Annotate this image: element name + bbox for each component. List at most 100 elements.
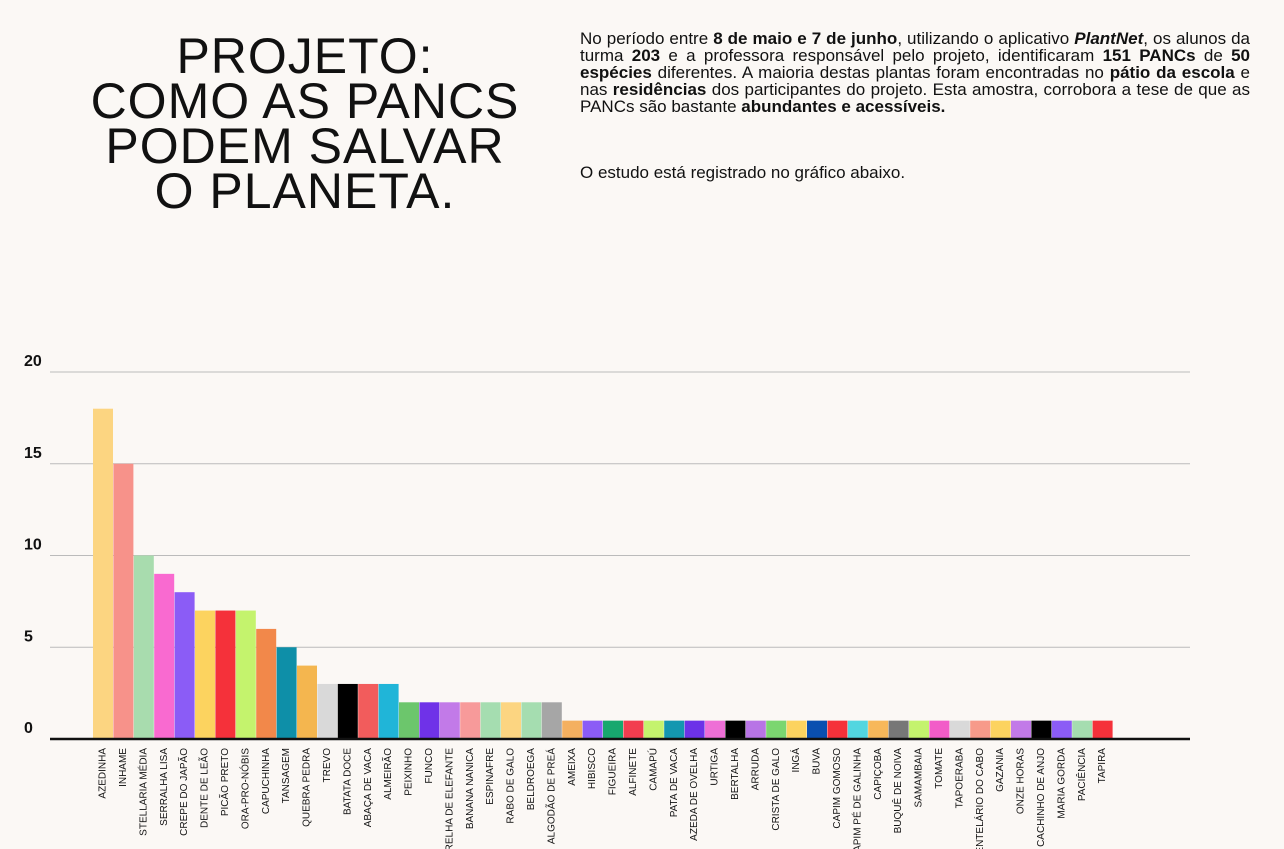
x-tick-label: CAPIÇOBA [873,748,884,800]
x-tick-label: ALGODÃO DE PREÁ [544,748,557,844]
x-tick-label: FUNCO [424,748,435,784]
x-tick-label: CAPIM GOMOSO [832,748,843,829]
bar [154,573,175,739]
x-tick-label: QUEBRA PEDRA [302,748,313,827]
bar [399,702,419,739]
bar [358,683,379,739]
bar [970,720,991,739]
text-segment: e a professora responsável pelo projeto,… [660,46,1103,65]
y-tick-label: 10 [24,537,42,554]
bar [929,720,950,739]
x-tick-label: RABO DE GALO [506,748,517,824]
text-segment: abundantes e acessíveis. [741,97,946,116]
title-line: PROJETO: [176,28,434,84]
text-segment: , os alunos da turma [580,29,1250,65]
bar [603,720,623,739]
bar [1031,720,1052,739]
text-segment: 203 [631,46,661,65]
x-tick-label: HIBISCO [587,748,598,789]
bar [256,628,277,739]
y-tick-label: 20 [24,353,42,370]
text-segment: 50 espécies [580,46,1250,82]
x-tick-label: ORELHA DE ELEFANTE [444,748,455,849]
x-tick-label: PACIÊNCIA [1075,748,1088,801]
bar [705,720,725,739]
x-tick-label: SAMAMBAIA [914,748,925,808]
y-tick-label: 5 [24,628,33,645]
description: No período entre 8 de maio e 7 de junho,… [580,30,1250,115]
x-tick-label: DENTE DE LEÃO [198,748,211,828]
text-segment: pátio da escola [1109,63,1235,82]
bar [439,702,460,739]
bar [521,702,542,739]
bar [888,720,909,739]
x-tick-label: AMEIXA [567,748,578,786]
y-tick-label: 15 [24,445,42,462]
bar [93,408,113,739]
x-tick-label: TAPIRA [1097,748,1108,784]
x-tick-label: TANSAGEM [281,748,292,803]
bar [868,720,889,739]
x-tick-label: CAPUCHINHA [261,748,272,814]
x-tick-label: GAZANIA [995,748,1006,792]
text-segment: PlantNet [1074,29,1144,48]
x-tick-label: AZEDA DE OVELHA [689,748,700,841]
title: PROJETO: COMO AS PANCS PODEM SALVAR O PLANE… [40,28,570,216]
bar [664,720,685,739]
bar [215,610,236,739]
x-tick-label: URTIGA [710,748,721,786]
x-tick-label: FIGUEIRA [608,748,619,796]
bar [460,702,481,739]
bar [623,720,644,739]
text-segment: diferentes. A maioria destas plantas for… [651,63,1110,82]
x-tick-label: SERRALHA LISA [159,748,170,826]
bar [643,720,664,739]
x-tick-label: BERTALHA [730,748,741,800]
bar [113,463,134,739]
x-tick-label: TAPOERABA [954,748,965,809]
bar [1051,720,1072,739]
x-tick-label: INGÁ [789,748,802,773]
bar [1072,720,1093,739]
x-tick-label: PEIXINHO [404,748,415,796]
x-tick-label: INHAME [118,748,129,787]
bar [582,720,603,739]
bar [174,592,195,739]
text-segment: de [1195,46,1232,65]
x-tick-label: PICÃO PRETO [218,748,231,816]
x-tick-label: BANANA NANICA [465,748,476,829]
bar [419,702,440,739]
text-segment: dos participantes do projeto. Esta amost… [580,80,1250,116]
x-tick-label: ALMEIRÃO [381,748,394,800]
x-tick-label: TOMATE [934,748,945,789]
x-tick-label: BUQUÊ DE NOIVA [891,748,904,834]
bar [133,555,154,739]
bar [276,647,297,739]
x-tick-label: CAMAPÚ [646,748,659,791]
x-tick-label: CAPIM PÉ DE GALINHA [850,748,863,849]
text-segment: 8 de maio e 7 de junho [713,29,898,48]
x-tick-label: AZEDINHA [98,748,109,799]
x-tick-label: ESPINAFRE [485,748,496,805]
bar [990,720,1011,739]
bar [1092,720,1113,739]
x-tick-label: ARRUDA [750,748,761,791]
x-tick-label: BELDROEGA [526,748,537,811]
bar [235,610,256,739]
title-line: PODEM SALVAR [105,118,505,174]
x-tick-label: CACHINHO DE ANJO [1036,748,1047,847]
x-tick-label: TREVO [322,748,333,783]
x-tick-label: BUVA [812,748,823,775]
x-tick-label: BATATA DOCE [342,748,353,815]
bar [195,610,215,739]
text-segment: 151 PANCs [1102,46,1196,65]
x-tick-label: ONZE HORAS [1016,748,1027,814]
bar [786,720,807,739]
bar [745,720,766,739]
bar [562,720,583,739]
bar [297,665,317,739]
title-line: COMO AS PANCS [90,73,520,129]
text-segment: , utilizando o aplicativo [897,29,1075,48]
bar [317,683,338,739]
